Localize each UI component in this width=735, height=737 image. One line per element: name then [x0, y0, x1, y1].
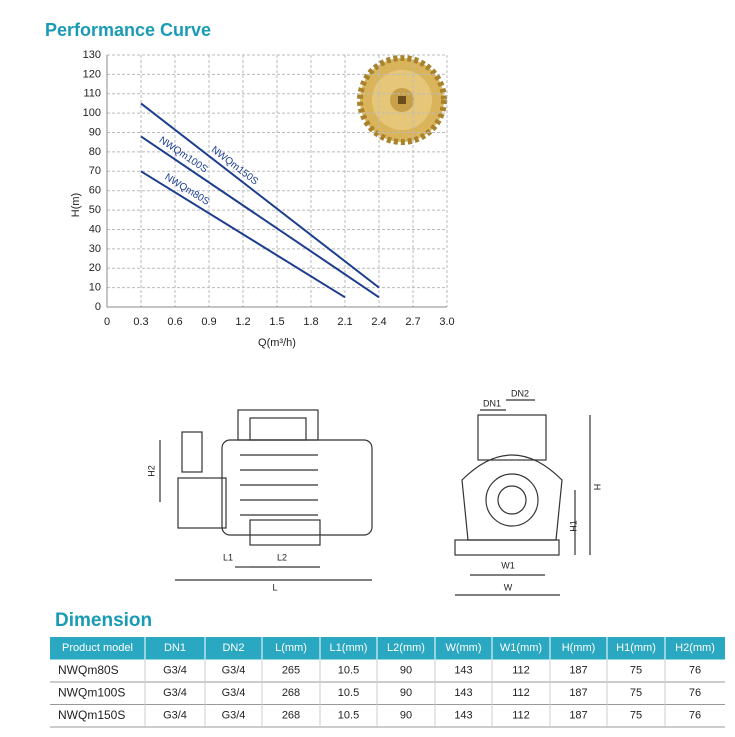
line: [140, 135, 380, 299]
y-tick-label: 10: [89, 282, 101, 294]
table-cell: 268: [282, 687, 300, 699]
table-cell: NWQm150S: [58, 708, 125, 722]
impeller: [357, 55, 447, 145]
line: [140, 170, 346, 299]
y-tick-label: 30: [89, 243, 101, 255]
dimension-label: H1: [568, 520, 578, 532]
table-cell: 265: [282, 665, 300, 677]
dimension-label: DN1: [483, 398, 501, 408]
dimension-label: W: [504, 582, 513, 592]
series-label: NWQm100S: [157, 135, 210, 176]
table-cell: G3/4: [163, 665, 187, 677]
table-cell: 187: [569, 665, 587, 677]
table-header-bg: [50, 637, 725, 660]
chart-title: Performance Curve: [45, 20, 211, 40]
dimension-label: H2: [146, 465, 156, 477]
x-tick-label: 0.9: [201, 316, 216, 328]
table-cell: NWQm100S: [58, 685, 125, 699]
table-cell: NWQm80S: [58, 663, 119, 677]
y-tick-label: 20: [89, 262, 101, 274]
x-tick-label: 3.0: [439, 316, 454, 328]
x-tick-label: 2.1: [337, 316, 352, 328]
table-header: L(mm): [275, 642, 307, 654]
table-header: DN1: [164, 642, 186, 654]
table-header: H2(mm): [675, 642, 715, 654]
x-tick-label: 1.5: [269, 316, 284, 328]
table-cell: 268: [282, 710, 300, 722]
y-tick-label: 120: [83, 68, 101, 80]
line: [140, 102, 380, 289]
dimension-label: L1: [223, 552, 233, 562]
table-cell: 143: [454, 687, 472, 699]
table-cell: 75: [630, 665, 642, 677]
x-tick-label: 0: [104, 316, 110, 328]
x-tick-label: 2.7: [405, 316, 420, 328]
table-cell: 187: [569, 687, 587, 699]
table-cell: 90: [400, 710, 412, 722]
dimension-label: W1: [501, 560, 515, 570]
y-tick-label: 50: [89, 204, 101, 216]
table-cell: 112: [512, 710, 530, 722]
y-tick-label: 70: [89, 165, 101, 177]
y-tick-label: 100: [83, 107, 101, 119]
x-axis-label: Q(m³/h): [258, 337, 296, 349]
table-header: H(mm): [562, 642, 596, 654]
table-cell: 10.5: [338, 710, 359, 722]
y-tick-label: 80: [89, 146, 101, 158]
dimension-label: DN2: [511, 388, 529, 398]
table-cell: 143: [454, 665, 472, 677]
dimension-title: Dimension: [55, 610, 152, 631]
table-cell: 112: [512, 687, 530, 699]
table-cell: G3/4: [222, 687, 246, 699]
table-header: L1(mm): [330, 642, 368, 654]
series-label: NWQm150S: [209, 144, 260, 187]
x-tick-label: 1.2: [235, 316, 250, 328]
y-tick-label: 60: [89, 185, 101, 197]
y-tick-label: 0: [95, 301, 101, 313]
table-cell: 10.5: [338, 687, 359, 699]
x-tick-label: 0.6: [167, 316, 182, 328]
table-cell: G3/4: [222, 665, 246, 677]
table-cell: 75: [630, 710, 642, 722]
table-cell: 76: [689, 710, 701, 722]
dimension-label: H: [592, 484, 602, 491]
y-tick-label: 40: [89, 223, 101, 235]
x-tick-label: 2.4: [371, 316, 386, 328]
side-drawing: [159, 409, 373, 581]
x-tick-label: 1.8: [303, 316, 318, 328]
table-header: L2(mm): [387, 642, 425, 654]
table-cell: G3/4: [163, 687, 187, 699]
table-cell: 75: [630, 687, 642, 699]
table-cell: 112: [512, 665, 530, 677]
table-header: W(mm): [445, 642, 481, 654]
table-cell: 90: [400, 687, 412, 699]
x-tick-label: 0.3: [133, 316, 148, 328]
y-tick-label: 90: [89, 126, 101, 138]
table-cell: 143: [454, 710, 472, 722]
table-cell: G3/4: [163, 710, 187, 722]
y-tick-label: 110: [83, 88, 101, 100]
table-cell: 187: [569, 710, 587, 722]
table-cell: 76: [689, 687, 701, 699]
table-header: DN2: [222, 642, 244, 654]
table-header: H1(mm): [616, 642, 656, 654]
table-header: Product model: [62, 642, 133, 654]
dimension-label: L: [272, 582, 277, 592]
table-cell: 90: [400, 665, 412, 677]
table-cell: 76: [689, 665, 701, 677]
y-tick-label: 130: [83, 49, 101, 61]
front-drawing: [454, 399, 591, 596]
table-cell: G3/4: [222, 710, 246, 722]
table-header: W1(mm): [500, 642, 542, 654]
y-axis-label: H(m): [70, 193, 82, 217]
table-cell: 10.5: [338, 665, 359, 677]
dimension-label: L2: [277, 552, 287, 562]
